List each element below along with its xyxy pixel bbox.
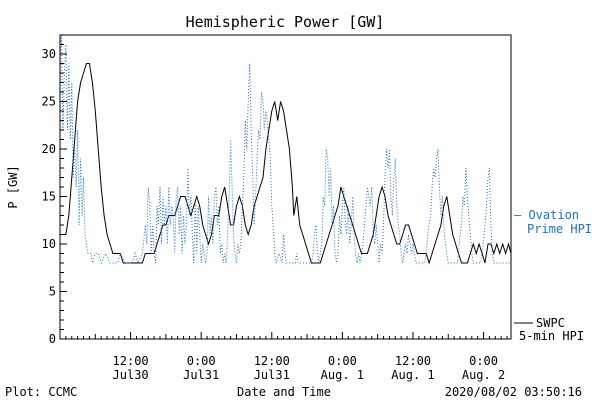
- x-tick-label-date: Aug. 1: [391, 368, 434, 382]
- y-tick-label: 10: [42, 237, 56, 251]
- legend-swpc-label: SWPC: [536, 316, 565, 330]
- y-tick-label: 25: [42, 95, 56, 109]
- x-tick-label-time: 0:00: [187, 354, 216, 368]
- legend-ovation-label-2: Prime HPI: [527, 222, 592, 236]
- x-tick-label-time: 0:00: [469, 354, 498, 368]
- y-tick-label: 5: [49, 285, 56, 299]
- legend-ovation-label: – Ovation: [514, 208, 579, 222]
- x-tick-label-time: 12:00: [254, 354, 290, 368]
- axis-layer: 05101520253012:00Jul300:00Jul3112:00Jul3…: [42, 34, 508, 382]
- x-tick-label-time: 12:00: [113, 354, 149, 368]
- x-tick-label-date: Jul31: [254, 368, 290, 382]
- y-tick-label: 15: [42, 190, 56, 204]
- y-tick-label: 30: [42, 47, 56, 61]
- y-axis-label: P [GW]: [6, 165, 20, 208]
- series-line-swpc: [60, 63, 512, 265]
- x-tick-label-date: Aug. 2: [462, 368, 505, 382]
- x-tick-label-date: Jul31: [183, 368, 219, 382]
- y-tick-label: 20: [42, 142, 56, 156]
- chart-title: Hemispheric Power [GW]: [186, 13, 385, 31]
- series-line-ovation: [59, 34, 511, 265]
- x-axis-label: Date and Time: [237, 385, 331, 399]
- y-tick-label: 0: [49, 332, 56, 346]
- plot-frame: [59, 34, 512, 340]
- footer-timestamp: 2020/08/02 03:50:16: [445, 385, 582, 399]
- footer-plot-credit: Plot: CCMC: [5, 385, 77, 399]
- legend-ovation: – Ovation Prime HPI: [514, 208, 592, 236]
- legend-swpc-label-2: 5-min HPI: [519, 329, 584, 343]
- series-layer: [59, 34, 512, 265]
- x-tick-label-date: Jul30: [113, 368, 149, 382]
- legend-swpc: SWPC 5-min HPI: [514, 316, 584, 343]
- x-tick-label-time: 0:00: [328, 354, 357, 368]
- x-tick-label-time: 12:00: [395, 354, 431, 368]
- x-tick-label-date: Aug. 1: [321, 368, 364, 382]
